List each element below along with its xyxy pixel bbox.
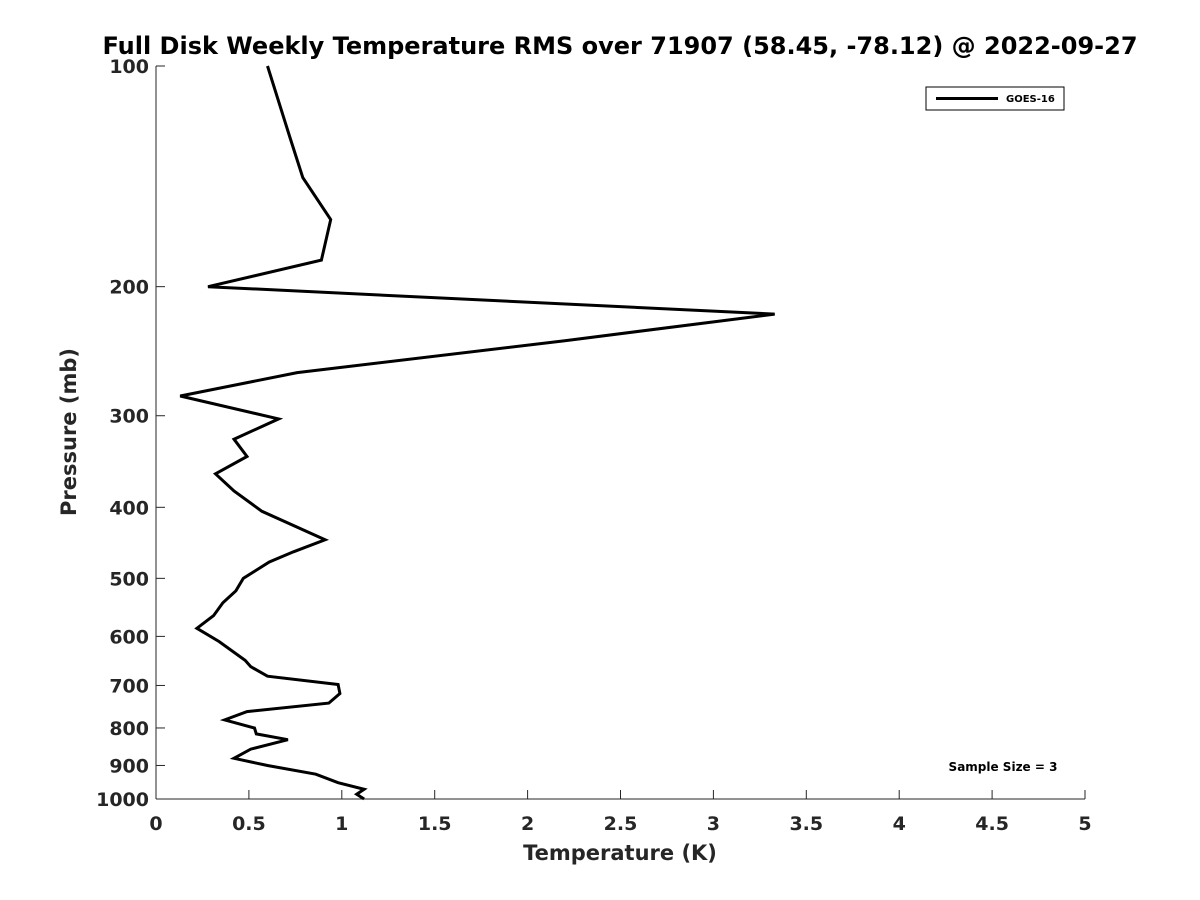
y-axis-ticks: 100 200 300 400 500 600 700 800 900 1000 [96, 56, 165, 811]
x-tick-label: 0 [149, 813, 162, 835]
x-tick-label: 0.5 [232, 813, 266, 835]
x-tick-label: 2.5 [604, 813, 638, 835]
legend: GOES-16 [925, 86, 1065, 111]
x-axis-ticks: 0 0.5 1 1.5 2 2.5 3 3.5 4 4.5 5 [149, 790, 1092, 835]
y-tick-label: 800 [109, 718, 149, 740]
y-tick-label: 600 [109, 626, 149, 648]
x-tick-label: 1 [335, 813, 348, 835]
x-tick-label: 2 [521, 813, 534, 835]
x-tick-label: 4.5 [975, 813, 1009, 835]
y-tick-label: 100 [109, 56, 149, 78]
y-tick-label: 900 [109, 755, 149, 777]
x-axis-label: Temperature (K) [523, 841, 717, 865]
x-tick-label: 4 [893, 813, 906, 835]
y-axis-label: Pressure (mb) [57, 348, 81, 516]
x-tick-label: 1.5 [418, 813, 452, 835]
x-tick-label: 5 [1078, 813, 1091, 835]
y-tick-label: 700 [109, 675, 149, 697]
chart-title: Full Disk Weekly Temperature RMS over 71… [102, 32, 1137, 60]
legend-label: GOES-16 [1006, 94, 1055, 105]
y-tick-label: 200 [109, 277, 149, 299]
y-tick-label: 500 [109, 568, 149, 590]
x-tick-label: 3.5 [789, 813, 823, 835]
y-tick-label: 300 [109, 406, 149, 428]
x-tick-label: 3 [707, 813, 720, 835]
y-tick-label: 400 [109, 497, 149, 519]
series-line-goes-16 [179, 65, 775, 801]
y-tick-label: 1000 [96, 789, 149, 811]
sample-size-annotation: Sample Size = 3 [949, 760, 1058, 774]
series-layer [179, 65, 775, 801]
